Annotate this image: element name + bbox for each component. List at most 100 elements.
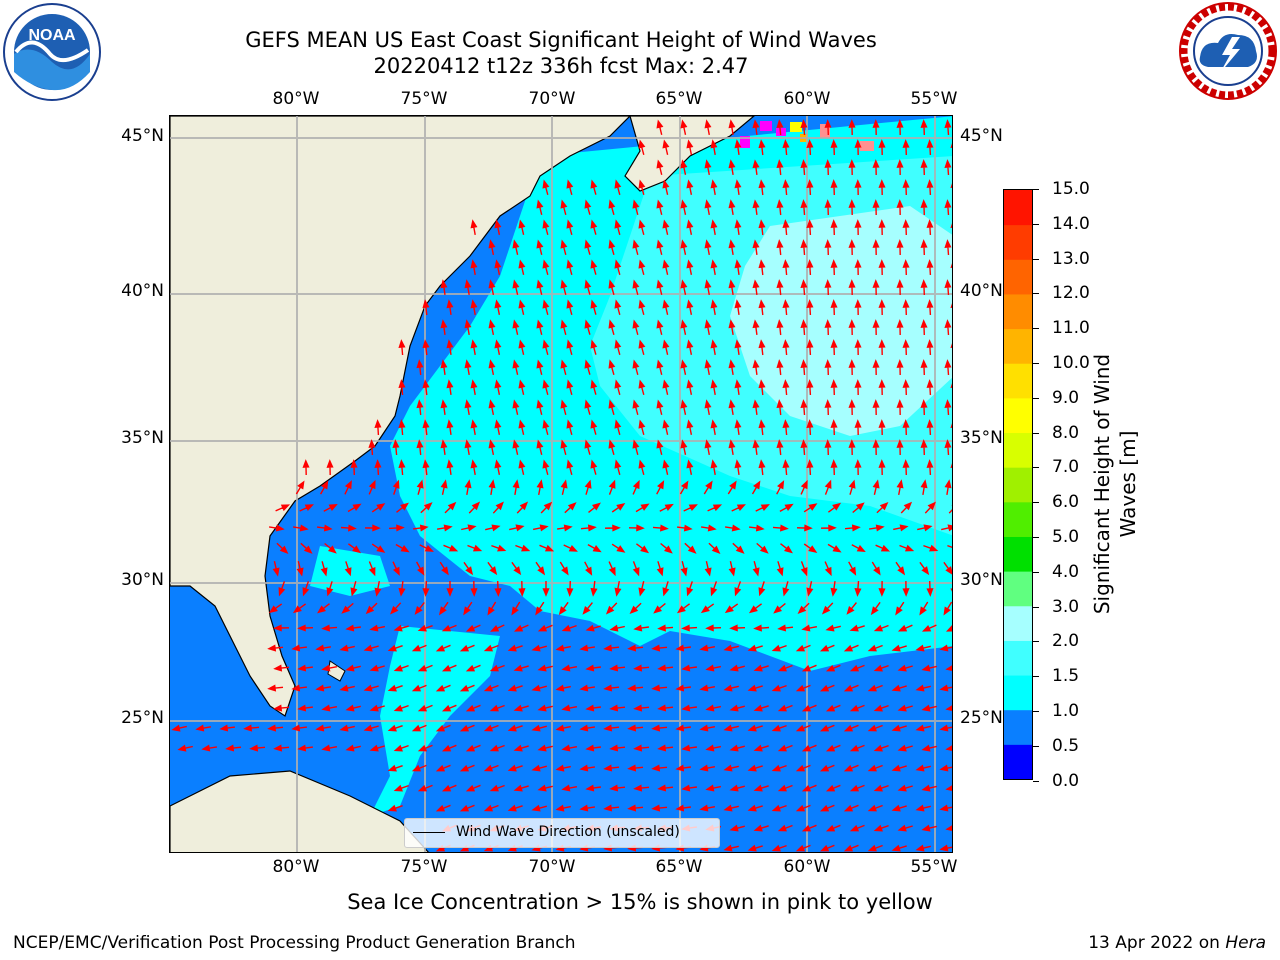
wave-direction-arrow	[950, 463, 952, 468]
wave-direction-arrow	[747, 724, 763, 732]
lon-label-bottom: 55°W	[910, 857, 958, 877]
wave-direction-arrow	[656, 319, 664, 335]
wave-direction-arrow	[830, 581, 838, 597]
wave-direction-arrow	[656, 159, 664, 175]
wave-direction-arrow	[771, 764, 787, 772]
wave-direction-arrow	[871, 561, 881, 576]
wave-direction-arrow	[758, 299, 766, 316]
wave-direction-arrow	[944, 479, 952, 496]
wave-direction-arrow	[590, 580, 598, 597]
wave-direction-arrow	[896, 119, 904, 136]
wave-direction-arrow	[776, 319, 784, 336]
colorbar-segment	[1004, 259, 1032, 295]
wave-direction-arrow	[681, 784, 697, 792]
wave-direction-arrow	[686, 419, 694, 435]
wave-direction-arrow	[926, 379, 934, 396]
wave-direction-arrow	[463, 601, 473, 616]
wave-direction-arrow	[345, 624, 361, 632]
wave-direction-arrow	[878, 419, 886, 436]
map-gridlines	[170, 116, 952, 852]
wave-direction-arrow	[371, 543, 386, 553]
wave-direction-arrow	[945, 825, 952, 831]
wave-direction-arrow	[728, 359, 736, 376]
wave-direction-arrow	[365, 602, 378, 615]
wave-direction-arrow	[438, 601, 449, 616]
colorbar-tick-mark	[1033, 223, 1039, 225]
wave-direction-arrow	[273, 664, 290, 672]
wave-direction-arrow	[777, 784, 793, 792]
lon-label-top: 80°W	[272, 89, 320, 109]
wave-direction-arrow	[747, 764, 763, 772]
wave-direction-arrow	[945, 705, 952, 711]
colorbar-label-line2: Waves [m]	[1116, 430, 1140, 538]
wave-direction-arrow	[291, 724, 307, 732]
wave-direction-arrow	[800, 439, 808, 456]
wave-direction-arrow	[867, 764, 883, 772]
wave-direction-arrow	[507, 724, 523, 732]
wave-direction-arrow	[441, 744, 457, 752]
credit-date: 13 Apr 2022 on	[1088, 933, 1226, 953]
wave-direction-arrow	[945, 625, 952, 632]
wave-direction-arrow	[748, 603, 763, 614]
wave-direction-arrow	[440, 399, 448, 415]
wave-direction-arrow	[867, 724, 883, 732]
wave-direction-arrow	[411, 724, 427, 732]
wave-direction-arrow	[686, 219, 694, 235]
wave-direction-arrow	[411, 644, 427, 652]
wave-direction-arrow	[488, 279, 496, 296]
wave-direction-arrow	[776, 199, 784, 216]
wave-direction-arrow	[512, 239, 520, 255]
wave-direction-arrow	[296, 561, 304, 577]
wave-direction-arrow	[489, 664, 505, 672]
wave-direction-arrow	[585, 744, 601, 752]
wave-direction-arrow	[902, 299, 910, 316]
wave-direction-arrow	[513, 744, 529, 752]
wave-direction-arrow	[364, 524, 381, 532]
wave-direction-arrow	[772, 524, 789, 532]
wave-direction-arrow	[734, 139, 742, 155]
wave-direction-arrow	[724, 524, 741, 532]
wave-direction-arrow	[920, 279, 928, 296]
wave-direction-arrow	[440, 479, 448, 495]
colorbar-tick-mark	[1033, 432, 1039, 434]
wave-direction-arrow	[800, 561, 808, 577]
wave-direction-arrow	[896, 439, 904, 456]
wave-direction-arrow	[609, 664, 626, 672]
wave-direction-arrow	[590, 419, 598, 435]
wave-direction-arrow	[724, 603, 739, 614]
wave-direction-arrow	[416, 479, 424, 495]
colorbar-tick-mark	[1033, 676, 1039, 678]
wave-direction-arrow	[854, 219, 862, 236]
wave-direction-arrow	[417, 744, 433, 752]
wave-direction-arrow	[339, 724, 355, 732]
wave-direction-arrow	[440, 319, 448, 335]
wave-direction-arrow	[657, 704, 674, 712]
wave-direction-arrow	[321, 704, 338, 712]
wave-direction-arrow	[608, 399, 616, 415]
wave-direction-arrow	[800, 279, 808, 296]
colorbar-tick-label: 1.0	[1052, 701, 1080, 721]
wave-direction-arrow	[536, 199, 544, 215]
wave-direction-arrow	[651, 644, 668, 652]
wave-direction-arrow	[590, 339, 598, 355]
wave-direction-arrow	[422, 459, 430, 476]
wave-direction-arrow	[608, 239, 616, 255]
legend-line-swatch	[413, 832, 445, 833]
wave-direction-arrow	[560, 359, 568, 375]
wave-direction-arrow	[614, 419, 622, 435]
wave-direction-arrow	[350, 459, 358, 476]
wave-direction-arrow	[363, 644, 379, 652]
wave-direction-arrow	[632, 399, 640, 415]
wave-direction-arrow	[398, 459, 406, 476]
colorbar-tick-mark	[1033, 363, 1039, 364]
wave-direction-arrow	[268, 603, 283, 614]
wave-direction-arrow	[723, 844, 739, 852]
wave-direction-arrow	[752, 199, 760, 215]
wave-direction-arrow	[950, 588, 952, 592]
wave-direction-arrow	[588, 502, 601, 513]
wave-direction-arrow	[614, 219, 622, 235]
wave-direction-arrow	[321, 664, 338, 672]
wave-direction-arrow	[686, 379, 694, 395]
colorbar-segment	[1004, 501, 1032, 537]
wave-direction-arrow	[614, 299, 622, 315]
